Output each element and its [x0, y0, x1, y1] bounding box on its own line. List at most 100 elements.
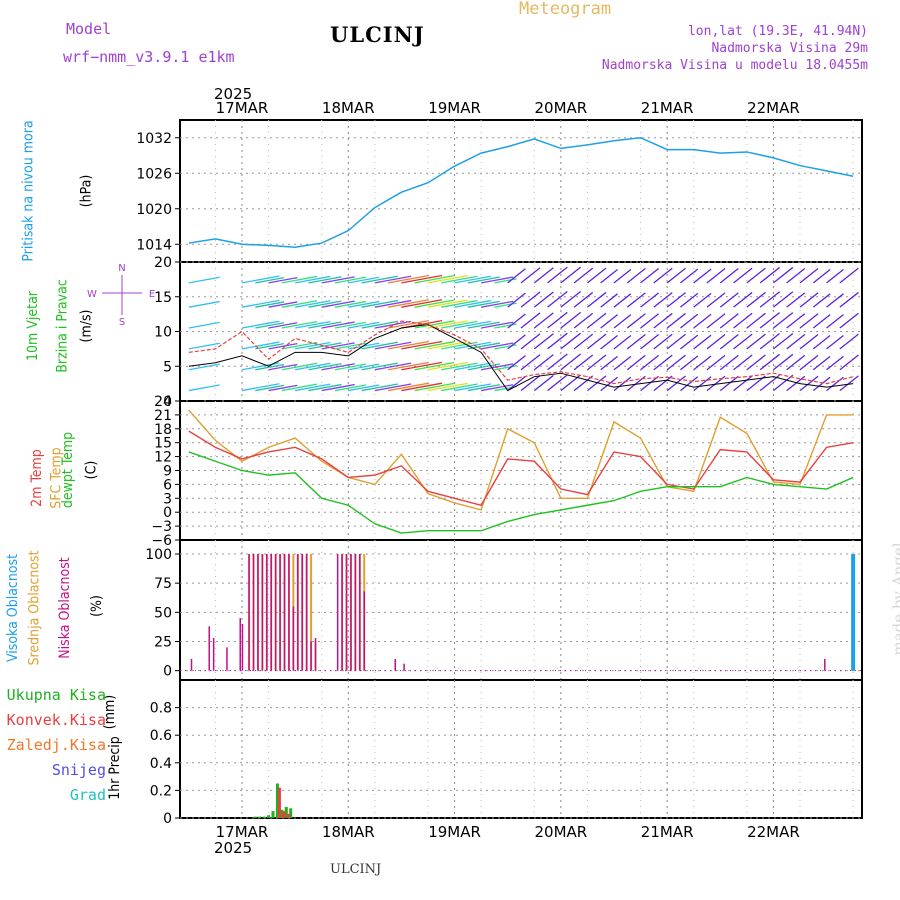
wind-arrow — [587, 333, 607, 350]
y-tick-label: 10 — [154, 325, 172, 341]
low-cloud-bar — [297, 554, 299, 671]
y-tick-label: 0.2 — [150, 783, 172, 799]
wind-arrow — [626, 292, 646, 308]
total-rain-bar — [271, 811, 275, 818]
x-date-label-top: 21MAR — [641, 99, 694, 117]
wind-arrow — [560, 311, 582, 329]
wind-arrow — [773, 353, 794, 371]
low-cloud-bar — [288, 554, 290, 671]
x-date-label-bottom: 17MAR — [216, 823, 269, 841]
wind-arrow — [826, 376, 844, 392]
wind-arrow — [799, 292, 819, 308]
wind-arrow — [281, 383, 318, 392]
wind-arrow — [467, 300, 500, 308]
wind-arrow — [520, 291, 541, 308]
wind-arrow — [215, 301, 247, 307]
wind-arrow — [600, 355, 618, 371]
wind-arrow — [799, 354, 819, 371]
wind-arrow — [812, 268, 831, 284]
wind-arrow — [693, 292, 712, 308]
wind-arrow — [733, 333, 753, 350]
wind-arrow — [533, 267, 554, 284]
wind-arrow — [666, 267, 686, 284]
panel-frame — [179, 539, 863, 681]
wind-arrow — [388, 319, 429, 329]
wind-arrow — [255, 322, 285, 329]
low-cloud-bar — [270, 554, 272, 671]
wind-arrow — [215, 364, 247, 370]
wind-arrow — [547, 290, 568, 308]
wind-arrow — [188, 363, 220, 371]
y-tick-label: 9 — [163, 464, 172, 480]
y-tick-label: 75 — [154, 576, 172, 592]
wind-arrow — [481, 321, 514, 329]
wind-arrow — [281, 300, 318, 308]
wind-arrow — [241, 299, 280, 308]
wind-arrow — [640, 375, 660, 392]
wind-arrow — [268, 322, 298, 329]
y-tick-label: 25 — [154, 635, 172, 651]
wind-arrow — [295, 320, 331, 329]
wind-arrow — [746, 333, 766, 350]
wind-arrow — [693, 355, 712, 371]
y-tick-label: 1032 — [136, 131, 172, 147]
wind-arrow — [626, 268, 646, 284]
wind-arrow — [374, 383, 412, 392]
y-tick-label: 0.8 — [150, 701, 172, 717]
wind-arrow — [295, 341, 331, 350]
wind-arrow — [773, 312, 794, 329]
low-cloud-bar — [350, 554, 352, 671]
wind-arrow — [388, 299, 429, 308]
wind-arrow — [308, 363, 342, 371]
wind-arrow — [427, 361, 468, 371]
convective-rain-bar — [286, 813, 290, 818]
wind-arrow — [454, 299, 491, 308]
wind-arrow — [533, 333, 554, 350]
pressure-line — [188, 136, 854, 248]
wind-arrow — [600, 335, 618, 350]
wind-arrow — [640, 292, 660, 308]
wind-arrow — [401, 340, 443, 350]
wind-arrow — [441, 362, 478, 371]
wind-arrow — [626, 354, 646, 371]
model-label: Model — [66, 20, 112, 38]
x-date-label-top: 17MAR — [216, 99, 269, 117]
y-tick-label: 0 — [163, 394, 172, 410]
wind-arrow — [613, 355, 632, 371]
wind-arrow — [613, 268, 632, 284]
wind-arrow — [786, 313, 806, 329]
wind-arrow — [839, 267, 859, 284]
total-rain-bar — [289, 808, 293, 818]
wind-arrow — [268, 384, 298, 392]
wind-arrow — [361, 341, 398, 350]
wind-arrow — [613, 293, 632, 308]
wind-arrow — [786, 354, 806, 371]
wind-gust-line — [188, 320, 854, 385]
wind-arrow — [666, 375, 686, 392]
wind-arrow — [401, 274, 443, 284]
compass-west-label: W — [87, 289, 97, 300]
wind-arrow — [334, 300, 367, 308]
wind-arrow — [719, 354, 739, 371]
low-cloud-bar — [257, 554, 259, 671]
wind-arrow — [640, 354, 660, 371]
wind-arrow — [215, 277, 247, 283]
y-tick-label: 24 — [154, 394, 172, 410]
wind-arrow — [746, 267, 766, 284]
compass-east-label: E — [149, 289, 155, 300]
low-cloud-bar — [314, 638, 317, 671]
wind-arrow — [334, 384, 367, 392]
wind-arrow — [733, 354, 753, 371]
wind-arrow — [388, 274, 429, 284]
wind-arrow — [719, 268, 739, 284]
y-tick-label: 0.6 — [150, 728, 172, 744]
y-tick-label: 15 — [154, 290, 172, 306]
footer-station: ULCINJ — [330, 862, 382, 877]
wind-arrow — [587, 354, 607, 371]
wind-arrow — [348, 276, 380, 284]
y-tick-label: 15 — [154, 436, 172, 452]
wind-arrow — [746, 354, 766, 371]
wind-arrow — [414, 382, 455, 392]
wind-arrow — [454, 362, 491, 371]
meteogram-title: Meteogram — [519, 0, 612, 19]
